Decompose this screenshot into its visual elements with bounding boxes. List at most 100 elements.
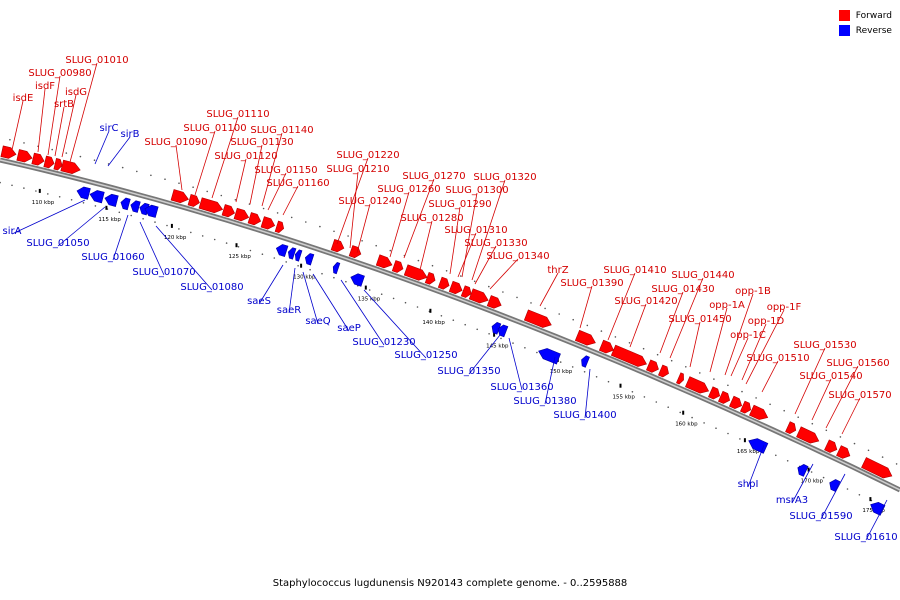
upper-dot	[600, 330, 603, 332]
upper-dot	[853, 442, 856, 445]
upper-dot	[741, 390, 743, 393]
forward-gene-arrow	[53, 158, 63, 171]
forward-gene-arrow	[247, 212, 262, 226]
leader-line	[584, 368, 591, 419]
gene-label: SLUG_01310	[444, 225, 507, 236]
gene-label: SLUG_01450	[668, 314, 731, 325]
forward-gene-arrow	[437, 276, 450, 290]
gene-label: SLUG_01350	[437, 366, 500, 377]
gene-label: opp-1A	[709, 300, 745, 311]
leader-line	[11, 100, 24, 151]
leader-line	[761, 360, 779, 393]
scale-dot	[607, 380, 610, 383]
upper-dot	[65, 152, 68, 154]
upper-dot	[685, 366, 687, 368]
scale-dot	[225, 242, 228, 244]
gene-label: SLUG_01080	[180, 282, 243, 293]
forward-gene-arrow	[796, 426, 820, 444]
gene-label: SLUG_01100	[183, 123, 246, 134]
leader-line	[54, 106, 65, 157]
legend-reverse: Reverse	[838, 23, 892, 38]
upper-dot	[459, 275, 462, 277]
gene-label: SLUG_01390	[560, 278, 623, 289]
tick-mark	[869, 497, 872, 502]
scale-dot	[679, 411, 681, 414]
upper-dot	[586, 324, 589, 327]
reverse-gene-arrow	[130, 200, 141, 213]
tick-label: 155 kbp	[613, 395, 636, 401]
reverse-gene-arrow	[581, 355, 590, 368]
scale-dot	[715, 427, 717, 430]
leader-line	[474, 245, 497, 285]
scale-dot	[333, 276, 335, 279]
leader-line	[508, 337, 523, 391]
leader-line	[741, 323, 767, 381]
forward-gene-arrow	[221, 204, 235, 218]
reverse-gene-arrow	[104, 193, 119, 207]
forward-gene-arrow	[523, 309, 552, 328]
upper-dot	[93, 159, 96, 161]
leader-line	[709, 307, 728, 373]
scale-dot	[118, 211, 121, 214]
tick-mark	[105, 205, 108, 210]
gene-label: msrA3	[776, 495, 808, 506]
leader-line	[175, 144, 183, 191]
tick-label: 115 kbp	[98, 217, 121, 223]
upper-dot	[192, 186, 194, 188]
scale-dot	[739, 438, 741, 440]
forward-gene-arrow	[448, 280, 463, 295]
upper-dot	[895, 463, 898, 465]
leader-line	[356, 203, 371, 254]
gene-label: saeQ	[305, 316, 330, 327]
upper-dot	[121, 166, 124, 169]
forward-gene-arrow	[260, 216, 276, 230]
scale-dot	[775, 454, 777, 457]
forward-gene-arrow	[598, 339, 614, 354]
gene-label: SLUG_01240	[338, 196, 401, 207]
legend-forward-label: Forward	[855, 10, 892, 21]
gene-label: opp-1B	[735, 286, 771, 297]
genome-caption: Staphylococcus lugdunensis N920143 compl…	[272, 578, 628, 589]
leader-line	[579, 285, 593, 329]
gene-label: SLUG_01220	[336, 150, 399, 161]
scale-dot	[154, 221, 156, 223]
upper-dot	[516, 296, 518, 299]
leader-line	[468, 334, 501, 375]
scale-dot	[190, 231, 192, 234]
gene-label: saeR	[277, 305, 301, 316]
upper-dot	[431, 264, 434, 267]
scale-dot	[142, 218, 144, 220]
gene-label: saeP	[337, 323, 361, 334]
gene-label: SLUG_01540	[799, 371, 862, 382]
gene-label: SLUG_01530	[793, 340, 856, 351]
scale-dot	[524, 347, 526, 349]
leader-line	[139, 221, 165, 276]
reverse-gene-arrow	[144, 204, 159, 218]
scale-dot	[178, 228, 180, 230]
legend-forward: Forward	[838, 8, 892, 23]
scale-dot	[297, 265, 299, 267]
gene-label: SLUG_01430	[651, 284, 714, 295]
leader-line	[69, 62, 98, 163]
scale-dot	[11, 184, 13, 187]
upper-dot	[656, 353, 659, 356]
leader-line	[336, 157, 369, 245]
scale-dot	[249, 249, 252, 252]
upper-dot	[206, 190, 208, 193]
gene-label: opp-1F	[767, 302, 802, 313]
forward-gene-arrow	[861, 457, 893, 479]
forward-gene-arrow	[486, 295, 502, 309]
forward-gene-arrow	[460, 285, 472, 298]
forward-gene-arrow	[658, 364, 669, 378]
scale-dot	[47, 193, 49, 195]
gene-label: SLUG_01070	[132, 267, 195, 278]
scale-dot	[82, 202, 85, 204]
reverse-gene-arrow	[870, 501, 886, 516]
forward-gene-arrow	[749, 404, 769, 420]
upper-dot	[544, 307, 546, 310]
gene-label: saeS	[247, 296, 271, 307]
leader-line	[267, 172, 287, 211]
tick-mark	[364, 285, 367, 290]
leader-line	[235, 158, 247, 203]
reverse-gene-arrow	[76, 186, 91, 200]
